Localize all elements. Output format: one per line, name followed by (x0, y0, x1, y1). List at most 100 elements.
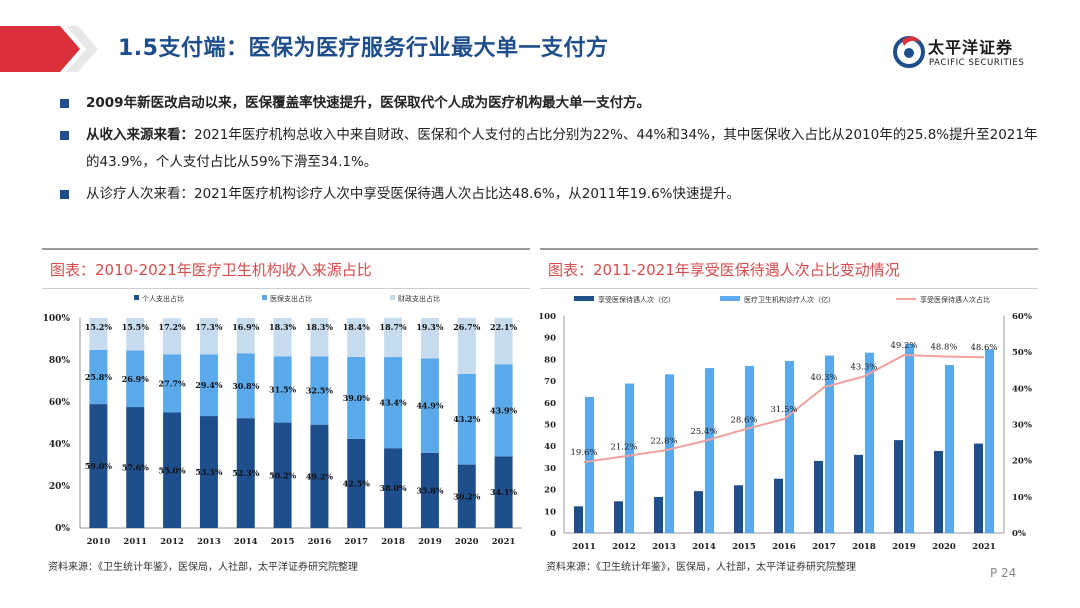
logo-mark-icon (893, 36, 925, 68)
line-data-label: 48.6% (970, 343, 997, 353)
x-tick-label: 2012 (612, 542, 636, 552)
x-tick-label: 2021 (972, 542, 996, 552)
bar-segment (384, 357, 403, 449)
bar-total-visits (905, 343, 914, 533)
bar-total-visits (865, 352, 874, 533)
legend-label: 医疗卫生机构诊疗人次（亿） (744, 295, 835, 304)
data-label: 18.7% (380, 322, 407, 332)
right-chart-source: 资料来源：《卫生统计年鉴》，医保局，人社部，太平洋证券研究院整理 (546, 562, 856, 573)
x-tick-label: 2016 (308, 537, 332, 547)
bullet-bold-text: 2009年新医改启动以来，医保覆盖率快速提升，医保取代个人成为医疗机构最大单一支… (86, 95, 651, 111)
bullet-bold-text: 从收入来源来看： (86, 127, 194, 143)
data-label: 15.2% (85, 322, 112, 332)
bar-segment (126, 350, 145, 408)
bar-segment (163, 354, 182, 413)
line-data-label: 31.5% (770, 405, 797, 415)
data-label: 17.2% (159, 322, 186, 332)
line-data-label: 19.6% (570, 448, 597, 458)
bar-insured-visits (974, 443, 983, 533)
right-chart-title: 图表：2011-2021年享受医保待遇人次占比变动情况 (548, 261, 900, 279)
line-data-label: 40.3% (810, 373, 837, 383)
data-label: 44.9% (416, 401, 443, 411)
y-tick-label-left: 10 (544, 507, 556, 517)
x-tick-label: 2019 (892, 542, 916, 552)
bar-insured-visits (854, 454, 863, 533)
bar-segment (126, 407, 145, 528)
x-tick-label: 2012 (160, 537, 184, 547)
y-tick-label-right: 30% (1012, 421, 1032, 431)
data-label: 49.2% (306, 471, 333, 481)
data-label: 27.7% (159, 378, 186, 388)
x-tick-label: 2021 (492, 537, 516, 547)
header-decoration (0, 26, 98, 72)
bar-total-visits (945, 365, 954, 533)
data-label: 19.3% (416, 322, 443, 332)
x-tick-label: 2014 (692, 542, 716, 552)
x-tick-label: 2014 (234, 537, 258, 547)
data-label: 59.0% (85, 461, 112, 471)
bar-segment (273, 356, 292, 423)
bar-segment (163, 412, 182, 528)
company-logo: 太平洋证券 PACIFIC SECURITIES (892, 32, 1052, 76)
y-tick-label-right: 50% (1012, 348, 1032, 358)
data-label: 15.5% (122, 322, 149, 332)
page-number: P 24 (990, 566, 1017, 580)
y-tick-label-left: 40 (544, 442, 556, 452)
x-tick-label: 2020 (455, 537, 479, 547)
bar-segment (199, 416, 218, 528)
bar-segment (494, 456, 513, 528)
bullet-marker-icon (60, 190, 69, 199)
data-label: 30.2% (453, 491, 480, 501)
right-chart-title-bar: 图表：2011-2021年享受医保待遇人次占比变动情况 (540, 248, 1038, 289)
line-data-label: 21.2% (610, 442, 637, 452)
bar-segment (494, 317, 513, 365)
bar-total-visits (585, 396, 594, 533)
bar-total-visits (665, 374, 674, 533)
y-tick-label-left: 20 (544, 486, 556, 496)
y-tick-label: 60% (49, 398, 71, 408)
y-tick-label-left: 80 (544, 355, 556, 365)
bullet-marker-icon (60, 99, 69, 108)
data-label: 34.1% (490, 487, 517, 497)
bar-segment (347, 438, 366, 528)
data-label: 17.3% (195, 322, 222, 332)
y-tick-label-left: 50 (544, 421, 556, 431)
y-tick-label-right: 0% (1012, 529, 1026, 539)
data-label: 52.3% (232, 468, 259, 478)
x-tick-label: 2016 (772, 542, 796, 552)
data-label: 18.3% (306, 322, 333, 332)
data-label: 55.0% (159, 465, 186, 475)
data-label: 26.9% (122, 374, 149, 384)
data-label: 29.4% (195, 380, 222, 390)
y-tick-label-left: 30 (544, 464, 556, 474)
data-label: 16.9% (232, 322, 259, 332)
legend-swatch (134, 295, 139, 300)
bar-segment (347, 318, 366, 357)
y-tick-label: 80% (49, 356, 71, 366)
legend-swatch (390, 295, 395, 300)
bar-segment (384, 448, 403, 528)
page-title: 1.5支付端：医保为医疗服务行业最大单一支付方 (118, 36, 609, 61)
bar-segment (420, 358, 439, 453)
data-label: 39.0% (343, 393, 370, 403)
y-tick-label: 20% (49, 482, 71, 492)
left-chart-title: 图表：2010-2021年医疗卫生机构收入来源占比 (50, 261, 372, 279)
bar-segment (236, 353, 255, 419)
logo-text-en: PACIFIC SECURITIES (929, 58, 1025, 68)
legend-label: 享受医保待遇人次（亿） (598, 295, 675, 304)
bar-segment (199, 354, 218, 417)
bar-segment (89, 404, 108, 528)
bar-total-visits (625, 383, 634, 533)
line-data-label: 28.6% (730, 416, 757, 426)
x-tick-label: 2017 (812, 542, 836, 552)
data-label: 31.5% (269, 385, 296, 395)
data-label: 38.0% (380, 483, 407, 493)
bar-segment (310, 424, 329, 528)
bar-total-visits (785, 360, 794, 533)
legend-label: 个人支出占比 (142, 294, 184, 303)
x-tick-label: 2011 (123, 537, 147, 547)
bar-segment (273, 422, 292, 528)
bar-segment (494, 364, 513, 457)
x-tick-label: 2019 (418, 537, 442, 547)
data-label: 18.4% (343, 322, 370, 332)
